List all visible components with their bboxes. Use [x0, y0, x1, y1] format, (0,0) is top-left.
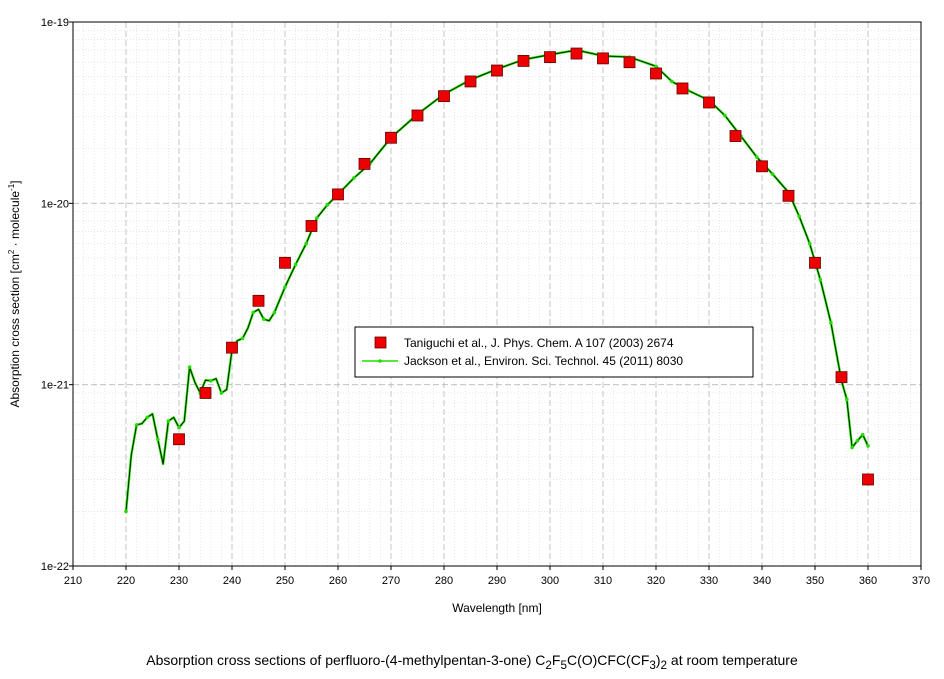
- data-point-taniguchi: [252, 294, 265, 307]
- data-point-jackson: [272, 310, 277, 315]
- data-point-jackson: [156, 437, 160, 442]
- legend: Taniguchi et al., J. Phys. Chem. A 107 (…: [354, 326, 754, 378]
- data-point-jackson: [770, 172, 775, 176]
- legend-box: [354, 326, 754, 378]
- x-tick-label: 310: [594, 575, 612, 587]
- data-point-jackson: [818, 277, 823, 282]
- data-point-jackson: [325, 203, 330, 207]
- data-point-taniguchi: [676, 82, 689, 95]
- x-tick-label: 220: [117, 575, 135, 587]
- series-lines: [124, 48, 870, 512]
- chart-caption: Absorption cross sections of perfluoro-(…: [146, 652, 798, 672]
- data-point-jackson: [262, 317, 266, 321]
- data-point-jackson: [134, 423, 139, 427]
- x-tick-label: 250: [276, 575, 294, 587]
- data-point-jackson: [187, 365, 192, 369]
- data-point-taniguchi: [358, 157, 371, 170]
- data-point-jackson: [850, 445, 854, 450]
- data-point-taniguchi: [809, 256, 821, 269]
- data-point-taniguchi: [279, 256, 291, 269]
- data-point-taniguchi: [438, 90, 450, 103]
- series-markers: [124, 47, 874, 514]
- x-tick-label: 300: [541, 575, 559, 587]
- data-point-taniguchi: [517, 55, 530, 67]
- data-point-jackson: [866, 444, 870, 448]
- data-point-jackson: [754, 155, 759, 159]
- data-point-jackson: [723, 113, 727, 118]
- x-tick-label: 210: [64, 575, 82, 587]
- data-point-jackson: [845, 397, 849, 402]
- data-point-jackson: [283, 285, 287, 289]
- series-line-jackson: [125, 49, 869, 512]
- grid: [72, 21, 922, 567]
- x-tick-label: 270: [382, 575, 400, 587]
- x-tick-label: 350: [806, 575, 824, 587]
- data-point-jackson: [293, 262, 298, 267]
- legend-marker-taniguchi: [374, 336, 387, 349]
- legend-marker-jackson: [378, 359, 382, 363]
- data-point-taniguchi: [199, 387, 212, 399]
- data-point-taniguchi: [332, 188, 344, 201]
- x-tick-label: 320: [647, 575, 665, 587]
- plot-frame: [72, 21, 922, 567]
- data-point-taniguchi: [464, 75, 477, 88]
- y-tick-label: 1e-19: [41, 17, 69, 29]
- data-point-jackson: [166, 419, 171, 423]
- x-tick-label: 230: [170, 575, 188, 587]
- data-point-taniguchi: [756, 160, 768, 173]
- x-tick-label: 340: [753, 575, 771, 587]
- data-point-jackson: [670, 79, 674, 84]
- data-point-jackson: [829, 320, 833, 325]
- x-tick-labels: 210 220 230 240 250 260 270 280 290 300 310 320 330 3…: [64, 566, 930, 587]
- data-point-jackson: [209, 379, 213, 383]
- data-point-taniguchi: [305, 220, 318, 232]
- data-point-jackson: [797, 214, 801, 218]
- data-point-taniguchi: [835, 371, 848, 384]
- data-point-taniguchi: [782, 189, 795, 202]
- data-point-jackson: [855, 439, 860, 443]
- data-point-jackson: [304, 241, 309, 246]
- data-point-taniguchi: [729, 130, 742, 142]
- x-tick-label: 360: [859, 575, 877, 587]
- data-point-taniguchi: [570, 47, 583, 60]
- legend-label-taniguchi: Taniguchi et al., J. Phys. Chem. A 107 (…: [404, 336, 674, 350]
- x-tick-label: 280: [435, 575, 453, 587]
- data-point-jackson: [315, 216, 319, 220]
- data-point-taniguchi: [862, 473, 874, 486]
- y-tick-label: 1e-21: [41, 380, 69, 392]
- data-point-taniguchi: [623, 56, 636, 69]
- y-tick-label: 1e-22: [41, 561, 69, 573]
- data-point-jackson: [219, 391, 224, 395]
- data-point-jackson: [352, 176, 356, 180]
- x-tick-label: 290: [488, 575, 506, 587]
- data-point-taniguchi: [544, 51, 556, 64]
- data-point-jackson: [145, 415, 149, 420]
- data-point-taniguchi: [226, 341, 238, 354]
- y-tick-label: 1e-20: [41, 198, 69, 210]
- data-point-jackson: [654, 64, 658, 69]
- data-point-taniguchi: [173, 433, 185, 446]
- data-point-taniguchi: [597, 52, 609, 65]
- legend-label-jackson: Jackson et al., Environ. Sci. Technol. 4…: [404, 354, 683, 368]
- data-point-taniguchi: [491, 64, 503, 77]
- data-point-jackson: [807, 241, 812, 246]
- data-point-jackson: [860, 432, 865, 437]
- x-axis-title: Wavelength [nm]: [452, 601, 542, 615]
- data-point-taniguchi: [650, 67, 662, 80]
- y-axis-title: Absorption cross section [cm2 · molecule…: [7, 180, 22, 407]
- data-point-jackson: [240, 336, 245, 341]
- data-point-taniguchi: [385, 131, 397, 144]
- data-point-taniguchi: [703, 96, 715, 109]
- x-tick-label: 370: [912, 575, 930, 587]
- data-point-jackson: [177, 425, 181, 430]
- data-point-jackson: [124, 509, 128, 514]
- y-tick-labels: 1e-22 1e-21 1e-20 1e-19: [41, 17, 73, 573]
- data-point-jackson: [251, 310, 255, 315]
- data-point-taniguchi: [411, 109, 424, 122]
- x-tick-label: 240: [223, 575, 241, 587]
- x-tick-label: 330: [700, 575, 718, 587]
- x-tick-label: 260: [329, 575, 347, 587]
